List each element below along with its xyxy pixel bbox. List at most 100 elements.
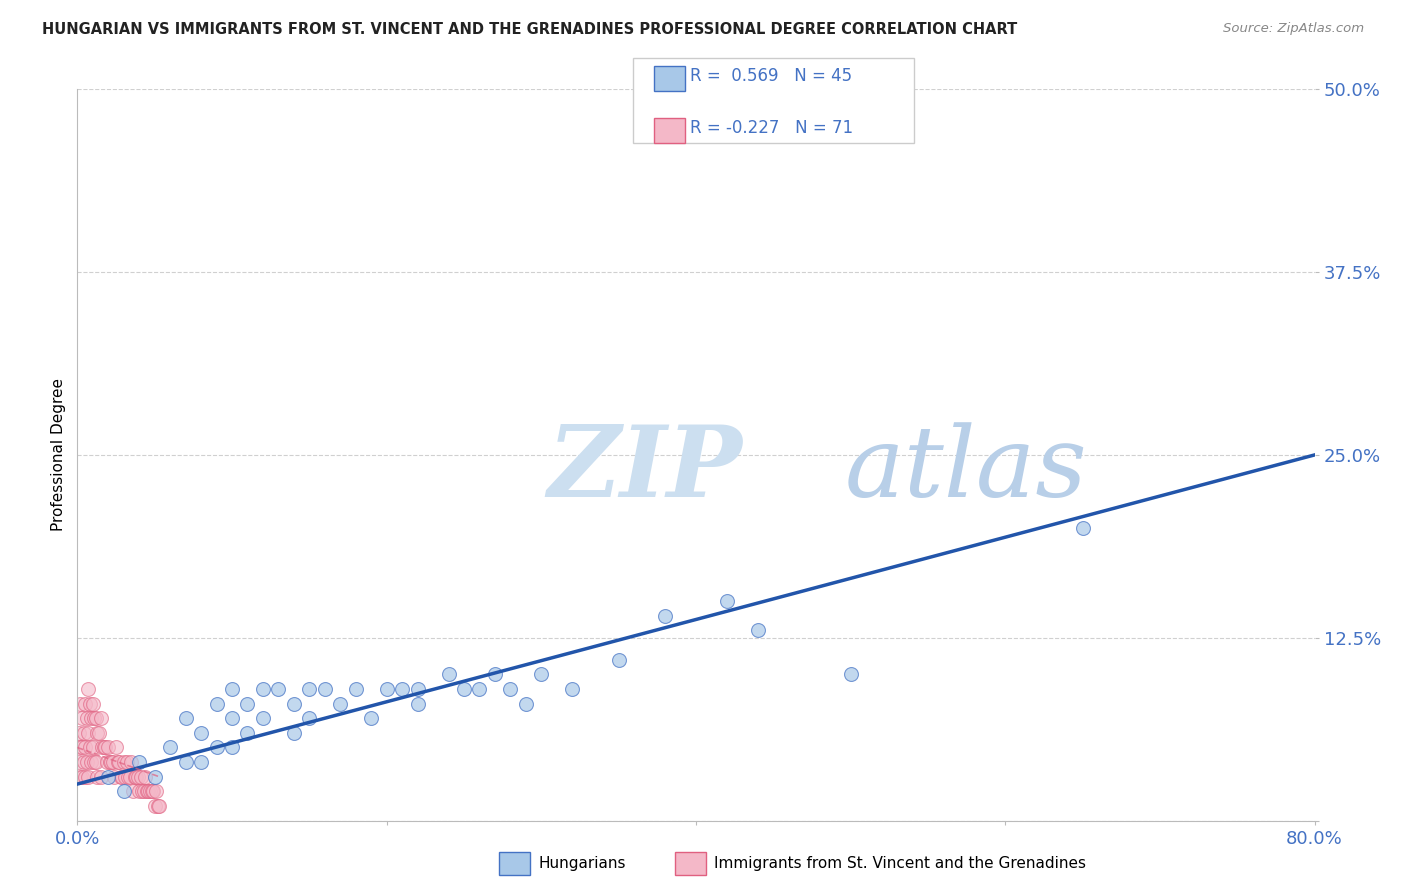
Point [190, 755, 212, 769]
Point [72, 726, 94, 740]
Point [221, 740, 243, 755]
Point [105, 740, 127, 755]
Point [110, 770, 132, 784]
Point [141, 784, 163, 798]
Text: R = -0.227   N = 71: R = -0.227 N = 71 [690, 119, 853, 136]
Point [72, 755, 94, 769]
Point [70, 740, 93, 755]
Point [76, 755, 98, 769]
Point [91, 740, 114, 755]
Point [82, 740, 104, 755]
Point [121, 755, 143, 769]
Point [86, 770, 108, 784]
Point [174, 711, 197, 725]
Point [100, 755, 122, 769]
Text: HUNGARIAN VS IMMIGRANTS FROM ST. VINCENT AND THE GRENADINES PROFESSIONAL DEGREE : HUNGARIAN VS IMMIGRANTS FROM ST. VINCENT… [42, 22, 1018, 37]
Point [96, 755, 118, 769]
Point [344, 681, 367, 696]
Point [87, 726, 110, 740]
Point [146, 799, 169, 814]
Point [131, 784, 153, 798]
Point [221, 681, 243, 696]
Point [134, 770, 156, 784]
Point [499, 681, 522, 696]
Point [298, 681, 321, 696]
Point [283, 726, 305, 740]
Point [530, 667, 553, 681]
Point [143, 770, 166, 784]
Point [839, 667, 862, 681]
Point [267, 681, 290, 696]
Point [236, 726, 259, 740]
Text: Immigrants from St. Vincent and the Grenadines: Immigrants from St. Vincent and the Gren… [714, 856, 1087, 871]
Point [84, 755, 107, 769]
Point [94, 740, 117, 755]
Point [484, 667, 506, 681]
Point [101, 755, 124, 769]
Point [148, 799, 170, 814]
Point [84, 711, 107, 725]
Text: ZIP: ZIP [547, 421, 742, 517]
Point [314, 681, 336, 696]
Point [112, 755, 135, 769]
Point [117, 770, 139, 784]
Point [67, 726, 90, 740]
Point [97, 740, 120, 755]
Point [515, 697, 537, 711]
Point [124, 770, 146, 784]
Point [75, 770, 96, 784]
Point [75, 740, 96, 755]
Point [108, 755, 131, 769]
Point [1071, 521, 1094, 535]
Point [77, 726, 100, 740]
Point [80, 711, 103, 725]
Point [139, 784, 162, 798]
Point [122, 784, 145, 798]
Point [129, 770, 152, 784]
Point [391, 681, 413, 696]
Point [69, 740, 91, 755]
Point [98, 755, 121, 769]
Point [90, 711, 111, 725]
Point [406, 697, 429, 711]
Point [329, 697, 352, 711]
Point [654, 608, 676, 623]
Point [221, 711, 243, 725]
Point [70, 711, 93, 725]
Point [75, 697, 96, 711]
Text: atlas: atlas [845, 422, 1087, 517]
Point [127, 770, 149, 784]
Point [128, 784, 150, 798]
Point [174, 755, 197, 769]
Point [561, 681, 583, 696]
Point [138, 784, 160, 798]
Point [453, 681, 475, 696]
Point [76, 711, 98, 725]
Point [136, 784, 159, 798]
Point [360, 711, 382, 725]
Point [159, 740, 181, 755]
Point [142, 784, 165, 798]
Point [90, 770, 111, 784]
Point [118, 770, 141, 784]
Point [107, 755, 129, 769]
Point [70, 770, 93, 784]
Point [298, 711, 321, 725]
Point [283, 697, 305, 711]
Point [125, 770, 148, 784]
Text: Source: ZipAtlas.com: Source: ZipAtlas.com [1223, 22, 1364, 36]
Point [69, 770, 91, 784]
Point [128, 755, 150, 769]
Point [747, 624, 769, 638]
Point [468, 681, 491, 696]
Point [93, 740, 115, 755]
Point [77, 770, 100, 784]
Point [437, 667, 460, 681]
Point [86, 726, 108, 740]
Point [607, 653, 630, 667]
Point [143, 799, 166, 814]
Point [252, 681, 274, 696]
Point [145, 784, 167, 798]
Point [77, 681, 100, 696]
Point [190, 726, 212, 740]
